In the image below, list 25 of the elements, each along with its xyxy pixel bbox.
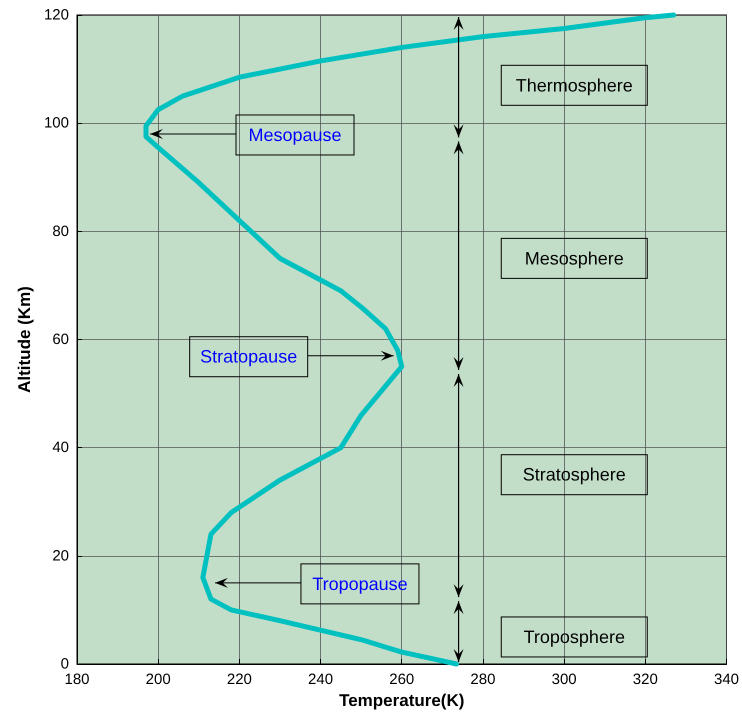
annotation: Stratosphere bbox=[522, 464, 626, 485]
x-tick-label: 260 bbox=[389, 671, 414, 688]
x-tick-label: 320 bbox=[632, 671, 658, 688]
y-tick-label: 0 bbox=[60, 656, 69, 672]
y-tick-label: 120 bbox=[44, 6, 69, 24]
annotation: Tropopause bbox=[312, 574, 408, 594]
y-tick-label: 100 bbox=[44, 114, 69, 132]
y-tick-label: 20 bbox=[52, 547, 69, 564]
annotation: Thermosphere bbox=[516, 75, 633, 96]
annotation: Troposphere bbox=[524, 626, 625, 647]
x-tick-label: 340 bbox=[714, 671, 739, 688]
x-tick-label: 220 bbox=[226, 671, 252, 688]
y-tick-label: 80 bbox=[52, 222, 69, 240]
annotation: Mesopause bbox=[248, 124, 342, 145]
x-tick-label: 200 bbox=[146, 671, 171, 688]
y-tick-label: 40 bbox=[52, 439, 69, 456]
annotation: Stratopause bbox=[200, 346, 298, 367]
x-axis-title: Temperature(K) bbox=[339, 691, 464, 710]
x-tick-label: 180 bbox=[64, 671, 90, 688]
y-axis-title: Altitude (Km) bbox=[15, 286, 34, 393]
x-tick-label: 300 bbox=[552, 671, 577, 688]
x-tick-label: 280 bbox=[470, 671, 496, 688]
annotation: Mesosphere bbox=[524, 248, 624, 268]
y-tick-label: 60 bbox=[52, 331, 69, 348]
x-tick-label: 240 bbox=[308, 671, 334, 688]
